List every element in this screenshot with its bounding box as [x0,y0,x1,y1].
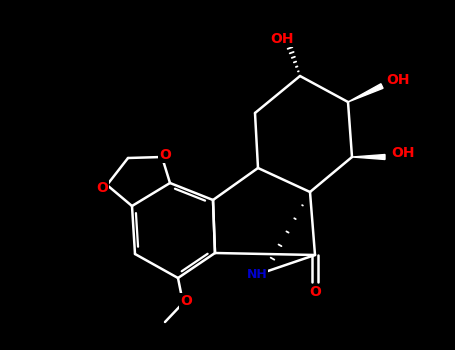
Polygon shape [348,84,383,102]
Text: NH: NH [247,268,268,281]
Text: O: O [180,294,192,308]
Text: O: O [309,285,321,299]
Text: OH: OH [386,73,410,87]
Text: OH: OH [391,146,415,160]
Text: OH: OH [270,32,294,46]
Text: O: O [96,181,108,195]
Text: O: O [159,148,171,162]
Polygon shape [352,154,385,160]
